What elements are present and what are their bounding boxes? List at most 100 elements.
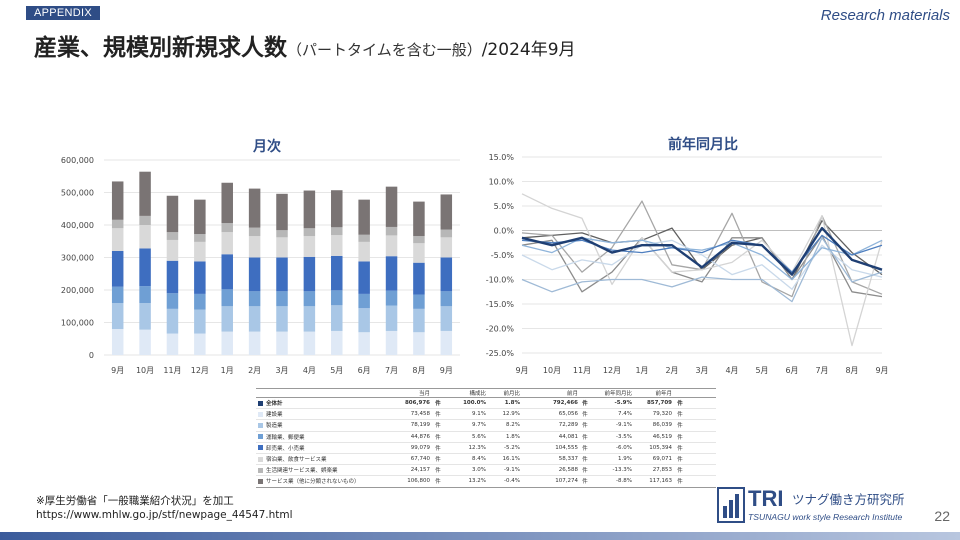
bar-segment (358, 308, 370, 333)
table-cell: 件 (582, 434, 588, 441)
y-tick-label: -10.0% (486, 276, 515, 285)
table-cell: 72,289 (558, 422, 578, 429)
table-cell: 105,394 (649, 444, 672, 451)
table-row: サービス業（他に分類されないもの） 106,800 件 13.2% -0.4% 107,2… (256, 476, 716, 486)
bar-segment (303, 228, 316, 237)
x-tick-label: 9月 (440, 366, 453, 375)
industry-name: サービス業（他に分類されないもの） (266, 479, 360, 486)
table-row-label: 宿泊業、飲食サービス業 (256, 455, 388, 463)
legend-swatch (258, 411, 263, 417)
table-row: 運輸業、郵便業 44,876 件 5.6% 1.8% 44,081 件 -3.5% 46,519… (256, 432, 716, 443)
table-cell: 16.1% (502, 456, 520, 463)
series-line (521, 234, 883, 273)
bar-segment (194, 241, 206, 262)
industry-name: 建設業 (266, 412, 283, 419)
bar-segment (385, 256, 398, 291)
bar-segment (194, 293, 206, 310)
bar-segment (166, 232, 179, 240)
bar-segment (303, 306, 316, 332)
bar-segment (194, 234, 206, 242)
table-cell: 86,039 (652, 422, 672, 429)
table-cell: 1.8% (506, 433, 520, 440)
table-cell: 件 (677, 401, 683, 408)
table-cell: 件 (677, 434, 683, 441)
source-url[interactable]: https://www.mhlw.go.jp/stf/newpage_44547… (36, 509, 293, 521)
table-row: 建設業 73,458 件 9.1% 12.9% 65,056 件 7.4% 79,320 件 (256, 409, 716, 421)
logo-graphic: TRI ツナグ働き方研究所 TSUNAGU work style Researc… (717, 486, 905, 523)
bar-segment (111, 286, 124, 303)
legend-swatch (258, 478, 263, 484)
bar-segment (331, 227, 343, 236)
table-cell: 65,056 (558, 411, 578, 418)
table-cell: -6.0% (616, 444, 632, 451)
table-cell: 12.9% (502, 411, 520, 418)
y-tick-label: 400,000 (61, 221, 94, 230)
table-cell: 44,876 (410, 433, 430, 440)
table-cell: 件 (582, 479, 588, 486)
bar-segment (331, 305, 343, 331)
page-number: 22 (934, 508, 950, 524)
y-tick-label: 600,000 (61, 156, 94, 165)
table-cell: 8.4% (472, 456, 486, 463)
bar-segment (413, 236, 425, 244)
bar-segment (276, 331, 288, 355)
page-title: 産業、規模別新規求人数（パートタイムを含む一般）/2024年9月 (34, 28, 576, 62)
table-row: 製造業 78,199 件 9.7% 8.2% 72,289 件 -9.1% 86,039 件 (256, 420, 716, 432)
y-tick-label: 10.0% (489, 178, 515, 187)
bar-segment (221, 331, 233, 355)
bar-segment (331, 235, 343, 256)
table-header-cell: 構成比 (469, 391, 486, 397)
bar-segment (248, 291, 261, 307)
logo-bar-icon (735, 494, 739, 518)
x-tick-label: 8月 (412, 366, 425, 375)
table-header-cell: 前月 (566, 391, 578, 397)
table-cell: 件 (435, 445, 441, 452)
bar-segment (413, 332, 425, 355)
table-cell: 104,555 (555, 444, 578, 451)
table-cell: 106,800 (407, 478, 430, 485)
table-cell: 69,071 (652, 456, 672, 463)
bar-segment (440, 194, 453, 230)
table-row-label: 建設業 (256, 410, 388, 418)
bar-segment (331, 255, 343, 291)
table-header-cell: 前年月 (655, 391, 672, 397)
series-line (521, 193, 883, 347)
bar-segment (358, 199, 370, 235)
table-cell: 件 (582, 401, 588, 408)
bar-segment (139, 286, 151, 303)
legend-swatch (258, 434, 263, 440)
table-cell: 件 (582, 423, 588, 430)
bar-segment (440, 306, 453, 331)
bar-segment (385, 186, 398, 227)
bar-segment (440, 229, 453, 238)
series-line (521, 239, 883, 290)
legend-swatch (258, 400, 263, 406)
bar-segment (221, 232, 233, 255)
bar-segment (166, 333, 179, 355)
table-cell: 3.0% (472, 467, 486, 474)
bar-segment (413, 294, 425, 309)
bar-segment (303, 190, 316, 229)
bar-segment (440, 257, 453, 292)
y-tick-label: -15.0% (486, 300, 515, 309)
bar-segment (194, 309, 206, 334)
logo-bar-icon (723, 506, 727, 518)
table-cell: 26,588 (558, 467, 578, 474)
table-cell: -9.1% (504, 467, 520, 474)
x-tick-label: 1月 (221, 366, 234, 375)
bar-segment (139, 248, 151, 287)
bar-segment (248, 331, 261, 355)
table-cell: 件 (582, 468, 588, 475)
logo-bar-icon (729, 500, 733, 518)
x-tick-label: 9月 (515, 366, 528, 375)
y-tick-label: 0 (89, 351, 94, 360)
bar-segment (276, 193, 288, 231)
table-cell: -5.2% (504, 444, 520, 451)
bar-segment (385, 226, 398, 236)
table-cell: 件 (435, 479, 441, 486)
table-cell: 44,081 (558, 433, 578, 440)
table-row-label: 全体計 (256, 399, 388, 407)
table-cell: -5.9% (614, 400, 632, 407)
table-row-label: 生活関連サービス業、娯楽業 (256, 466, 388, 474)
appendix-badge: APPENDIX (26, 6, 101, 20)
